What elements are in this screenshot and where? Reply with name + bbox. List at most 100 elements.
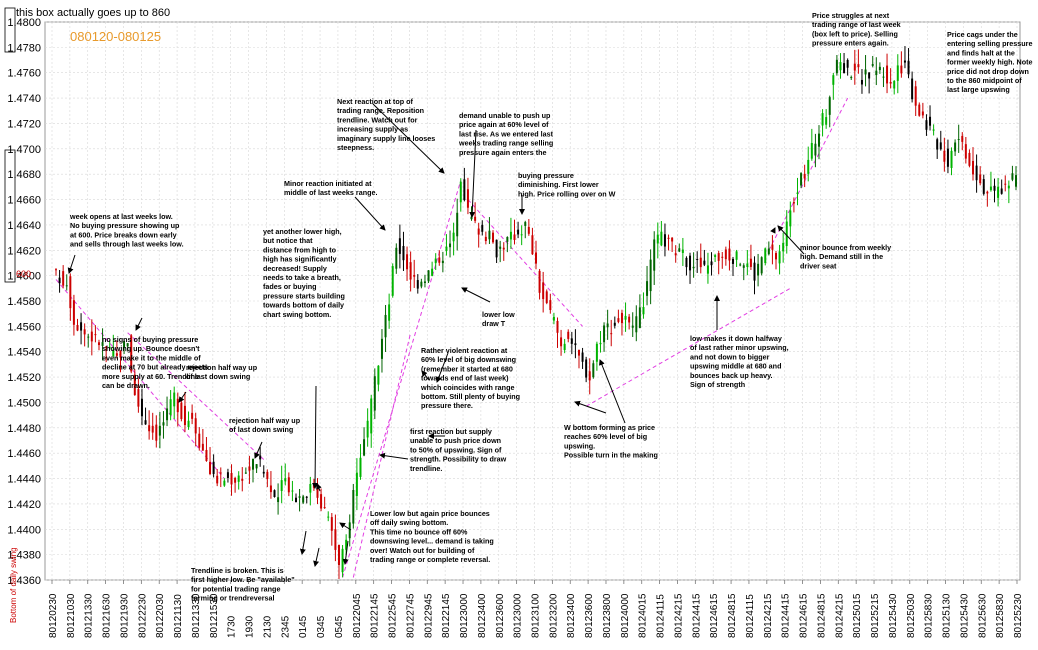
x-tick-label: 80121630 [102,593,113,638]
candle-body [187,420,190,428]
y-tick-label: 1.4660 [7,195,41,207]
x-tick-label: 80121030 [66,593,77,638]
candle-body [133,374,136,395]
x-tick-label: 80125230 [1013,593,1024,638]
candle-body [309,483,312,493]
candle-body [864,69,867,75]
candle-body [821,113,824,126]
candle-body [431,268,434,276]
candle-body [832,75,835,85]
candle-body [137,389,140,407]
annotation-arrow [135,317,143,331]
x-tick-label: 80124615 [709,593,720,638]
candle-body [123,341,126,348]
candle-body [929,116,932,126]
candle-body [1004,183,1007,185]
candle-body [875,70,878,76]
candle-body [420,281,423,287]
annotation: buying pressure diminishing. First lower h… [518,171,616,198]
candle-body [305,496,308,498]
x-tick-label: 80124215 [763,593,774,638]
candle-body [585,359,588,378]
candle-body [366,420,369,438]
x-tick-label: 80125215 [870,593,881,638]
candle-body [889,81,892,84]
candle-body [954,142,957,152]
candle-body [241,478,244,481]
y-tick-label: 1.4740 [7,93,41,105]
candle-body [703,260,706,265]
candle-body [857,64,860,68]
candle-body [388,304,391,321]
candle-body [617,318,620,322]
candle-body [739,264,742,266]
candle-body [560,337,563,347]
candle-body [828,97,831,115]
candle-body [348,522,351,539]
candle-body [219,472,222,474]
annotation: lower low draw T [482,310,515,328]
candle-body [441,260,444,264]
candle-body [90,331,93,342]
candle-body [474,216,477,221]
bottom-note: Bottom of daily swing [9,547,18,623]
annotation: Minor reaction initiated at middle of las… [284,179,377,197]
candle-body [986,191,989,194]
candle-body [298,496,301,498]
candle-body [524,222,527,226]
candle-body [140,398,143,417]
candle-body [499,246,502,249]
candle-body [194,418,197,434]
x-tick-label: 80122145 [370,593,381,638]
annotation-arrow [67,254,76,274]
candle-body [445,246,448,251]
candle-body [119,350,122,358]
annotation-arrow [354,196,386,231]
candle-body [391,266,394,296]
candle-body [968,152,971,166]
candle-body [893,80,896,89]
scale-box [4,7,16,53]
candle-body [542,282,545,300]
candle-body [538,270,541,293]
candle-body [513,234,516,240]
trendline [127,332,265,460]
candle-body [380,338,383,359]
candle-body [714,255,717,257]
y-tick-label: 1.4580 [7,296,41,308]
candle-body [209,461,212,475]
candle-body [502,247,505,250]
y-tick-label: 1.4600 [7,271,41,283]
candle-body [667,237,670,239]
candle-body [782,242,785,252]
candle-body [914,86,917,106]
y-tick-label: 1.4640 [7,220,41,232]
annotation-arrow [254,441,263,459]
x-tick-label: 80124415 [781,593,792,638]
x-tick-label: 1930 [245,615,256,638]
candle-body [860,79,863,85]
x-tick-label: 80121330 [84,593,95,638]
candle-body [610,333,613,335]
candle-body [764,248,767,264]
x-tick-label: 80124815 [816,593,827,638]
candle-body [130,335,133,372]
candle-body [377,365,380,385]
annotation: Price struggles at next trading range of … [812,11,901,48]
x-tick-label: 80124215 [673,593,684,638]
candle-body [581,352,584,362]
candle-body [603,325,606,343]
y-tick-label: 1.4360 [7,575,41,587]
x-tick-label: 80124000 [620,593,631,638]
candle-body [810,142,813,159]
candle-body [911,78,914,100]
x-tick-label: 80123400 [477,593,488,638]
candle-body [620,312,623,324]
candle-body [101,342,104,346]
instrument-label: 080120-080125 [70,29,161,44]
candle-body [570,338,573,344]
annotation-arrow [342,540,349,565]
candle-body [295,497,297,503]
candle-body [721,256,724,258]
candle-body [868,72,871,79]
